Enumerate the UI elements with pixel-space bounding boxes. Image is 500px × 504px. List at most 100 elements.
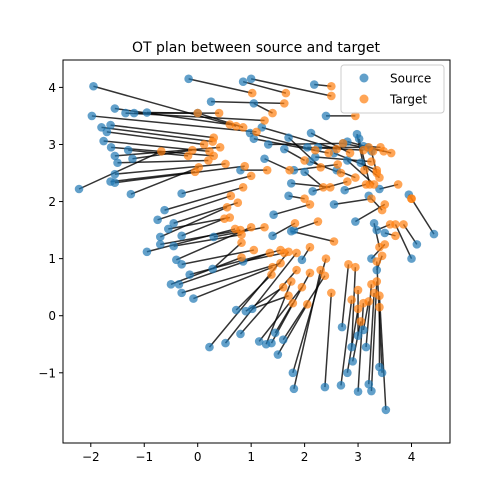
plan-line [261, 126, 337, 150]
source-point [381, 405, 391, 415]
plan-line [378, 295, 387, 410]
target-point [327, 81, 336, 91]
source-point [246, 74, 256, 84]
plan-line [251, 295, 289, 310]
source-point [263, 140, 273, 149]
source-point [164, 224, 173, 234]
source-point [174, 280, 184, 289]
source-point [329, 200, 339, 209]
source-point [336, 381, 346, 390]
target-point [399, 220, 408, 229]
plan-line [340, 299, 353, 386]
source-point [249, 99, 259, 108]
source-point [356, 158, 366, 168]
target-point [267, 270, 276, 279]
target-point [247, 88, 257, 98]
x-tick-label: −2 [82, 450, 100, 464]
plan-line [274, 302, 294, 334]
plan-line [250, 78, 332, 97]
source-point [372, 265, 382, 275]
source-point [106, 143, 116, 152]
target-point [380, 240, 390, 249]
source-point [99, 136, 108, 146]
target-point [353, 304, 363, 314]
target-point [237, 253, 246, 262]
target-point [193, 108, 203, 118]
x-tick-label: −1 [135, 450, 153, 464]
source-point [209, 232, 219, 242]
target-point [260, 222, 269, 232]
plan-line [188, 78, 253, 94]
target-point [300, 156, 309, 165]
target-point [226, 191, 236, 201]
legend-source-label: Source [390, 72, 431, 86]
source-point [353, 387, 363, 396]
source-point [185, 270, 194, 279]
source-point [189, 294, 198, 303]
target-point [157, 147, 166, 156]
target-point [364, 297, 374, 306]
target-point [278, 282, 288, 292]
source-point [129, 108, 139, 118]
source-point [102, 127, 112, 137]
x-tick-label: 0 [194, 450, 202, 464]
source-point [184, 74, 193, 84]
source-point [169, 241, 178, 251]
target-point [367, 194, 376, 204]
plan-line [181, 217, 225, 237]
plan-line [159, 206, 228, 238]
plan-line [277, 303, 308, 355]
target-point [360, 165, 369, 175]
source-point [177, 288, 186, 298]
source-point [364, 379, 374, 389]
target-point [300, 194, 309, 204]
target-point [407, 194, 416, 204]
target-point [238, 182, 248, 192]
plan-line [333, 152, 378, 171]
source-point [273, 350, 283, 359]
x-tick-label: 3 [354, 450, 362, 464]
source-point [268, 231, 277, 241]
target-point [249, 245, 259, 255]
source-point [353, 331, 363, 340]
y-tick-label: 3 [48, 138, 56, 152]
source-point [278, 335, 288, 344]
target-point [215, 143, 225, 152]
source-point [113, 158, 122, 168]
source-point [169, 218, 178, 228]
target-point [325, 182, 335, 192]
chart-title: OT plan between source and target [132, 40, 380, 56]
plan-line [168, 216, 230, 230]
target-point [375, 302, 384, 312]
source-point [153, 215, 162, 225]
plan-line [293, 163, 338, 171]
target-point [238, 123, 248, 132]
source-point [284, 133, 293, 142]
source-point [337, 322, 347, 332]
target-point [316, 163, 325, 172]
target-point [393, 180, 403, 189]
plan-line [351, 321, 362, 362]
plan-line [178, 252, 271, 286]
target-point [375, 291, 384, 301]
source-point [429, 229, 439, 239]
target-point [260, 116, 269, 125]
plan-line [93, 85, 237, 127]
source-point [121, 108, 130, 118]
x-axis: −2 −1 0 1 2 3 4 [82, 443, 415, 464]
target-point [310, 145, 320, 155]
source-point [375, 362, 384, 372]
target-point [297, 282, 307, 292]
target-point [391, 231, 400, 241]
target-point [338, 139, 348, 148]
target-point [324, 148, 333, 158]
source-point [309, 80, 319, 89]
legend-source-marker [359, 73, 369, 83]
target-point [204, 156, 213, 165]
source-point [160, 205, 169, 215]
source-point [205, 342, 214, 352]
source-point [208, 264, 217, 274]
source-point [110, 104, 120, 113]
y-axis: −1 0 1 2 3 4 [38, 81, 63, 380]
